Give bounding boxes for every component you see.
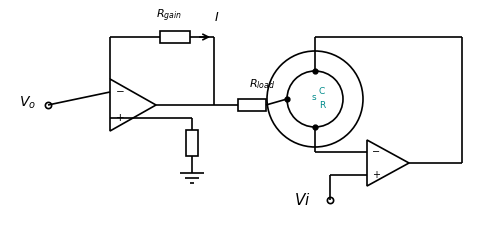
Text: −: − (116, 87, 124, 97)
Text: $\mathit{Vi}$: $\mathit{Vi}$ (294, 192, 310, 208)
Text: +: + (116, 113, 124, 123)
Bar (160, 31, 190, 43)
Bar (186, 130, 198, 156)
Text: −: − (372, 146, 380, 157)
Text: C: C (319, 86, 325, 95)
Text: s: s (312, 94, 316, 103)
Text: $R_{gain}$: $R_{gain}$ (156, 8, 182, 24)
Text: R: R (319, 101, 325, 110)
Text: +: + (372, 169, 380, 180)
Bar (238, 99, 266, 111)
Text: $\mathit{V_o}$: $\mathit{V_o}$ (20, 95, 36, 111)
Text: $R_{load}$: $R_{load}$ (249, 77, 275, 91)
Text: $\mathbf{\mathit{I}}$: $\mathbf{\mathit{I}}$ (214, 11, 220, 24)
